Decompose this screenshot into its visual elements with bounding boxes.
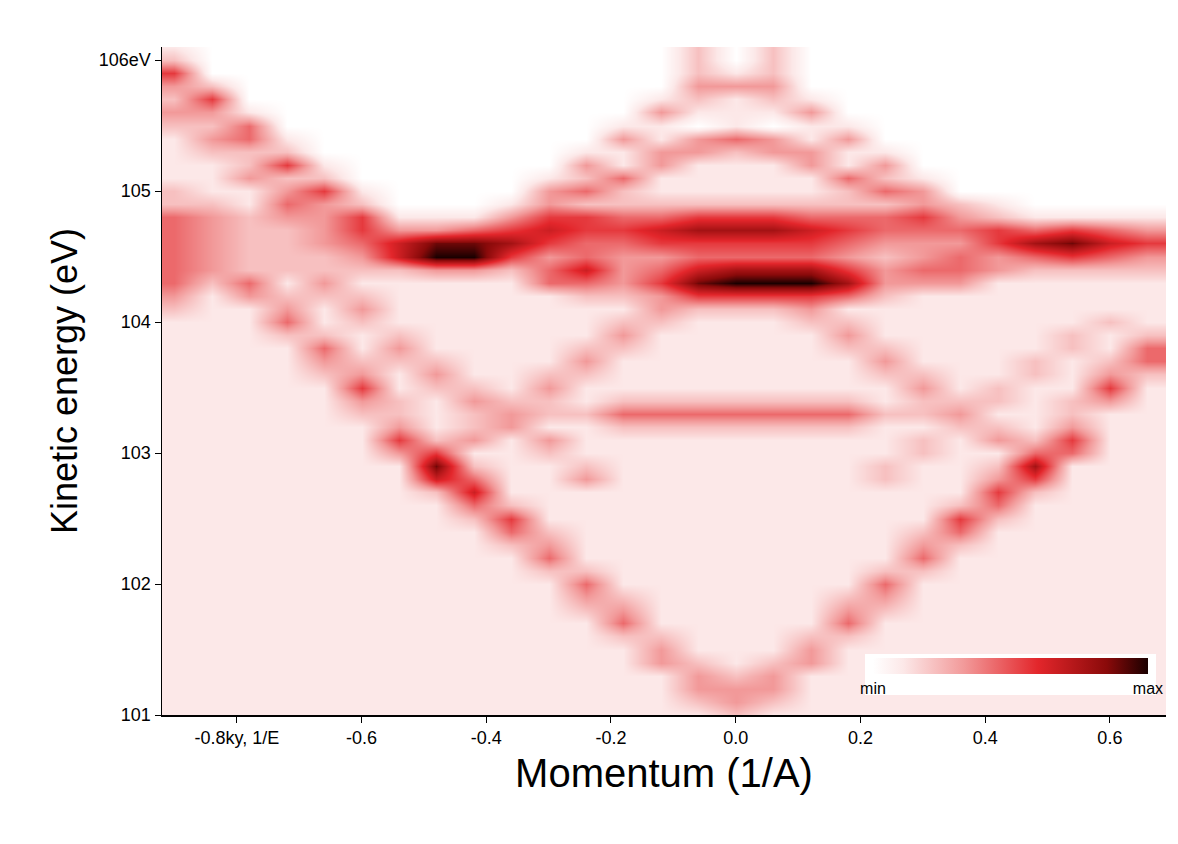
svg-text:-0.8ky, 1/E: -0.8ky, 1/E [194, 728, 279, 748]
svg-text:105: 105 [121, 181, 151, 201]
svg-text:max: max [1133, 680, 1163, 697]
svg-text:103: 103 [121, 443, 151, 463]
svg-text:102: 102 [121, 574, 151, 594]
svg-text:0.4: 0.4 [973, 728, 998, 748]
svg-text:104: 104 [121, 312, 151, 332]
svg-text:Momentum (1/A): Momentum (1/A) [515, 751, 813, 795]
svg-text:101: 101 [121, 705, 151, 725]
svg-text:-0.4: -0.4 [471, 728, 502, 748]
svg-text:0.6: 0.6 [1097, 728, 1122, 748]
svg-text:0.0: 0.0 [723, 728, 748, 748]
svg-text:-0.6: -0.6 [346, 728, 377, 748]
svg-text:106eV: 106eV [99, 50, 151, 70]
svg-text:min: min [860, 680, 886, 697]
svg-text:0.2: 0.2 [848, 728, 873, 748]
svg-text:Kinetic energy (eV): Kinetic energy (eV) [44, 228, 85, 534]
svg-text:-0.2: -0.2 [595, 728, 626, 748]
